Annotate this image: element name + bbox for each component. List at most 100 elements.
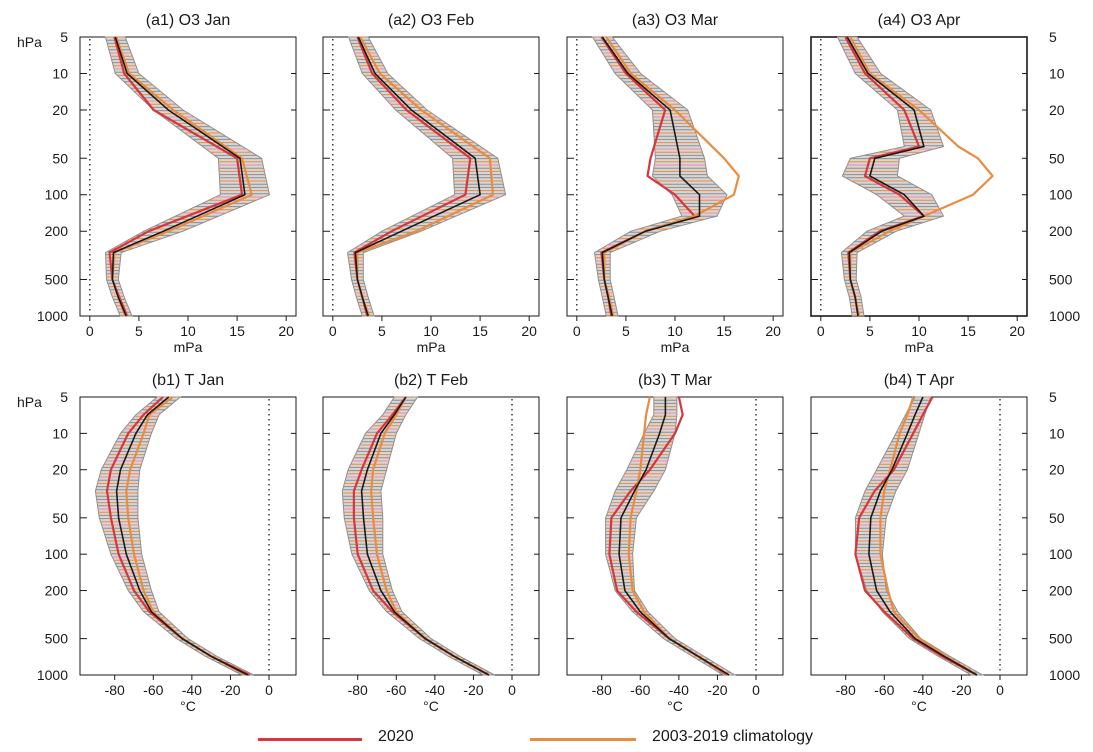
y-tick-label: 500	[45, 631, 69, 647]
ensemble-spread-a3	[591, 36, 728, 317]
y-tick-label-right: 1000	[1049, 667, 1080, 683]
panel-b4: 5 10 20 50 100 200 500 1000 -80 -60 -40 -20 0 °C (b4) …	[810, 372, 1080, 714]
x-tick-label: 15	[472, 323, 488, 339]
ensemble-mean-line-a3	[601, 36, 701, 317]
legend-climatology-swatch	[530, 738, 636, 741]
x-tick-label: -40	[669, 682, 689, 698]
ensemble-mean-line-b4	[868, 396, 978, 676]
x-tick-label: 5	[378, 323, 386, 339]
y-tick-label: 20	[52, 102, 68, 118]
y-tick-label: 200	[45, 223, 69, 239]
panel-b3: -80 -60 -40 -20 0 °C (b3) T Mar	[566, 372, 784, 714]
x-tick-label: 10	[667, 323, 683, 339]
y-tick-label: 1000	[37, 667, 68, 683]
y-tick-label-right: 20	[1049, 102, 1065, 118]
panel-title-a3: (a3) O3 Mar	[632, 12, 719, 29]
panel-b2: -80 -60 -40 -20 0 °C (b2) T Feb	[322, 372, 540, 714]
plot-frame-b4	[810, 396, 1028, 676]
x-tick-label: 10	[911, 323, 927, 339]
x-tick-label: 20	[521, 323, 537, 339]
legend-2020-label: 2020	[378, 728, 414, 745]
plot-frame-b1	[79, 396, 297, 676]
y-tick-label-right: 100	[1049, 546, 1073, 562]
y-tick-label: 10	[52, 425, 68, 441]
y-tick-label: 5	[60, 389, 68, 405]
x-tick-label: 0	[996, 682, 1004, 698]
y-tick-label: 50	[52, 510, 68, 526]
ensemble-spread-b4	[854, 396, 985, 676]
y-tick-label-right: 500	[1049, 631, 1073, 647]
y-tick-label-right: 5	[1049, 389, 1057, 405]
panel-b1: 5 10 20 50 100 200 500 1000 hPa -80 -60 -40 -20 0 °C (b…	[17, 372, 297, 714]
y-tick-label-right: 10	[1049, 425, 1065, 441]
y-tick-label-right: 1000	[1049, 308, 1080, 324]
panel-a2: 0 5 10 15 20 mPa (a2) O3 Feb	[322, 12, 540, 355]
x-tick-label: -20	[220, 682, 240, 698]
y-tick-label-right: 50	[1049, 510, 1065, 526]
y-tick-label-right: 200	[1049, 223, 1073, 239]
x-tick-label: -80	[836, 682, 856, 698]
x-tick-label: 5	[866, 323, 874, 339]
x-tick-label: 5	[622, 323, 630, 339]
y-tick-label: 100	[45, 546, 69, 562]
ensemble-mean-line-a1	[111, 36, 246, 317]
y-tick-label-right: 10	[1049, 65, 1065, 81]
x-tick-label: -80	[348, 682, 368, 698]
series-climatology-line-b4	[879, 396, 978, 676]
plot-frame-b3	[566, 396, 784, 676]
x-tick-label: 0	[329, 323, 337, 339]
x-tick-label: 0	[508, 682, 516, 698]
x-tick-label: 15	[716, 323, 732, 339]
x-tick-label: 0	[817, 323, 825, 339]
x-axis-label-b2: °C	[423, 698, 439, 714]
spread-hatch-b4	[855, 397, 983, 673]
ensemble-mean-line-a4	[846, 36, 926, 317]
panel-title-a1: (a1) O3 Jan	[146, 12, 230, 29]
x-tick-label: 15	[960, 323, 976, 339]
panel-title-a4: (a4) O3 Apr	[878, 12, 961, 29]
x-tick-label: -60	[143, 682, 163, 698]
y-tick-label: 100	[45, 187, 69, 203]
x-tick-label: -40	[182, 682, 202, 698]
y-axis-label-a1: hPa	[17, 34, 42, 50]
y-tick-label: 5	[60, 29, 68, 45]
x-axis-label-a1: mPa	[174, 339, 203, 355]
ensemble-mean-line-b2	[360, 396, 490, 676]
x-tick-label: -40	[913, 682, 933, 698]
x-axis-label-a2: mPa	[417, 339, 446, 355]
y-tick-label-right: 100	[1049, 187, 1073, 203]
x-tick-label: -80	[592, 682, 612, 698]
panel-a4: 5 10 20 50 100 200 500 1000 0 5 10 15 20 mPa (a4) O3 A…	[810, 12, 1080, 355]
x-tick-label: 0	[86, 323, 94, 339]
spread-hatch-a2	[347, 37, 506, 316]
y-tick-label: 1000	[37, 308, 68, 324]
x-tick-label: -80	[105, 682, 125, 698]
panel-title-b4: (b4) T Apr	[884, 372, 955, 389]
panel-title-b1: (b1) T Jan	[152, 372, 224, 389]
x-axis-label-b1: °C	[180, 698, 196, 714]
panel-title-b2: (b2) T Feb	[394, 372, 468, 389]
x-tick-label: -20	[951, 682, 971, 698]
x-tick-label: -60	[630, 682, 650, 698]
x-tick-label: 20	[278, 323, 294, 339]
x-tick-label: 15	[229, 323, 245, 339]
plot-frame-b2	[322, 396, 540, 676]
x-axis-label-a3: mPa	[661, 339, 690, 355]
y-tick-label: 200	[45, 583, 69, 599]
ensemble-spread-b2	[341, 396, 495, 676]
x-axis-label-a4: mPa	[905, 339, 934, 355]
x-tick-label: 0	[573, 323, 581, 339]
y-tick-label: 20	[52, 462, 68, 478]
x-tick-label: -60	[386, 682, 406, 698]
x-tick-label: 10	[180, 323, 196, 339]
y-tick-label-right: 5	[1049, 29, 1057, 45]
x-tick-label: 0	[265, 682, 273, 698]
panel-title-a2: (a2) O3 Feb	[388, 12, 474, 29]
ensemble-mean-line-a2	[354, 36, 481, 317]
panel-title-b3: (b3) T Mar	[638, 372, 713, 389]
y-tick-label: 10	[52, 65, 68, 81]
x-tick-label: -60	[874, 682, 894, 698]
y-tick-label-right: 50	[1049, 150, 1065, 166]
y-tick-label-right: 200	[1049, 583, 1073, 599]
